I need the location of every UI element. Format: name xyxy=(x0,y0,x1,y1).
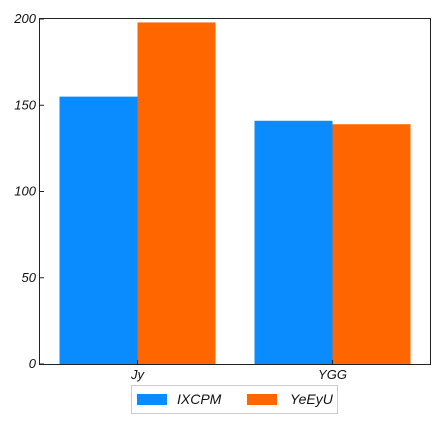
y-tick-label-0: 0 xyxy=(29,356,37,371)
legend-frame xyxy=(131,385,338,414)
y-tick-label-100: 100 xyxy=(14,184,36,199)
bar-yeeyu-jy xyxy=(137,22,216,364)
x-tick-label-ygg: YGG xyxy=(318,367,347,382)
plot-area-frame xyxy=(39,18,431,365)
y-tick-label-150: 150 xyxy=(14,97,36,112)
x-tick-label-jy: Jy xyxy=(130,367,146,382)
y-tick-label-200: 200 xyxy=(13,11,36,26)
legend-label-ixcpm: IXCPM xyxy=(177,391,222,407)
bars-layer xyxy=(59,22,411,365)
bar-ixcpm-ygg xyxy=(254,120,333,365)
legend-swatch-ixcpm xyxy=(137,394,167,405)
bar-yeeyu-ygg xyxy=(332,124,411,364)
bar-ixcpm-jy xyxy=(59,96,138,364)
legend: IXCPM YeEyU xyxy=(131,385,338,414)
y-axis: 0 50 100 150 200 xyxy=(13,11,44,371)
legend-swatch-yeeyu xyxy=(247,394,277,405)
y-tick-label-50: 50 xyxy=(22,270,37,285)
legend-label-yeeyu: YeEyU xyxy=(290,391,334,407)
x-axis: Jy YGG xyxy=(130,360,347,382)
